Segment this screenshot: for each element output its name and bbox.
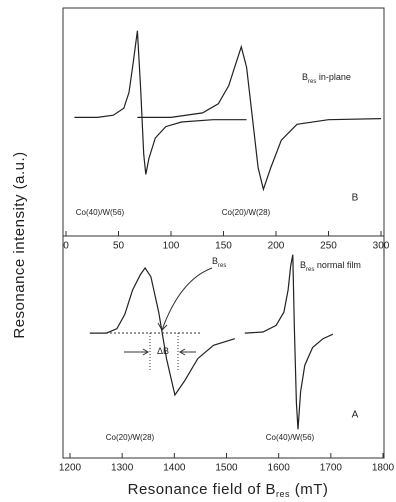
x-axis-title-suffix: (mT): [290, 481, 328, 498]
curve: [89, 266, 235, 397]
annotation: Bres normal film: [300, 260, 361, 272]
annotation: ΔB: [157, 346, 169, 356]
annotation-sub: res: [218, 263, 226, 269]
x-tick-label: 0: [63, 241, 69, 252]
x-axis-title: Resonance field of Bres (mT): [128, 481, 329, 499]
panel-label: A: [352, 410, 359, 421]
x-tick-label: 150: [215, 241, 232, 252]
x-tick-label: 250: [320, 241, 337, 252]
x-tick-label: 1700: [320, 463, 343, 474]
x-tick-label: 100: [163, 241, 180, 252]
annotation: Bres: [212, 256, 226, 268]
x-tick-label: 50: [113, 241, 125, 252]
width-arrow: [179, 348, 196, 356]
x-tick-label: 1500: [215, 463, 238, 474]
width-arrow: [124, 348, 149, 356]
annotation-suffix: normal film: [314, 260, 361, 270]
curve-label: Co(40)/W(56): [76, 208, 125, 217]
annotation-text: B: [300, 260, 306, 270]
x-tick-label: 1300: [111, 463, 134, 474]
curve-label: Co(40)/W(56): [266, 433, 315, 442]
annotation-sub: res: [306, 267, 314, 273]
x-tick-label: 200: [268, 241, 285, 252]
annotation-suffix: in-plane: [316, 72, 351, 82]
annotation: Bres in-plane: [302, 72, 351, 84]
x-tick-label: 1800: [372, 463, 395, 474]
curve: [137, 44, 382, 192]
top-frame: [62, 7, 385, 237]
curve: [74, 30, 247, 175]
annotation-text: B: [212, 256, 218, 266]
panel-label: B: [352, 193, 359, 204]
x-tick-label: 1400: [163, 463, 186, 474]
x-axis-title-sub: res: [276, 489, 290, 499]
annotation-sub: res: [308, 79, 316, 85]
y-axis-title: Resonance intensity (a.u.): [11, 151, 28, 338]
x-axis-title-text: Resonance field of B: [128, 481, 276, 498]
curve-label: Co(20)/W(28): [222, 208, 271, 217]
curve: [244, 254, 334, 430]
x-tick-label: 300: [373, 241, 390, 252]
curve-label: Co(20)/W(28): [106, 433, 155, 442]
annotation-text: B: [302, 72, 308, 82]
x-tick-label: 1600: [268, 463, 291, 474]
annotation-text: ΔB: [157, 346, 169, 356]
x-tick-label: 1200: [59, 463, 82, 474]
bres-arrow: [157, 267, 213, 331]
